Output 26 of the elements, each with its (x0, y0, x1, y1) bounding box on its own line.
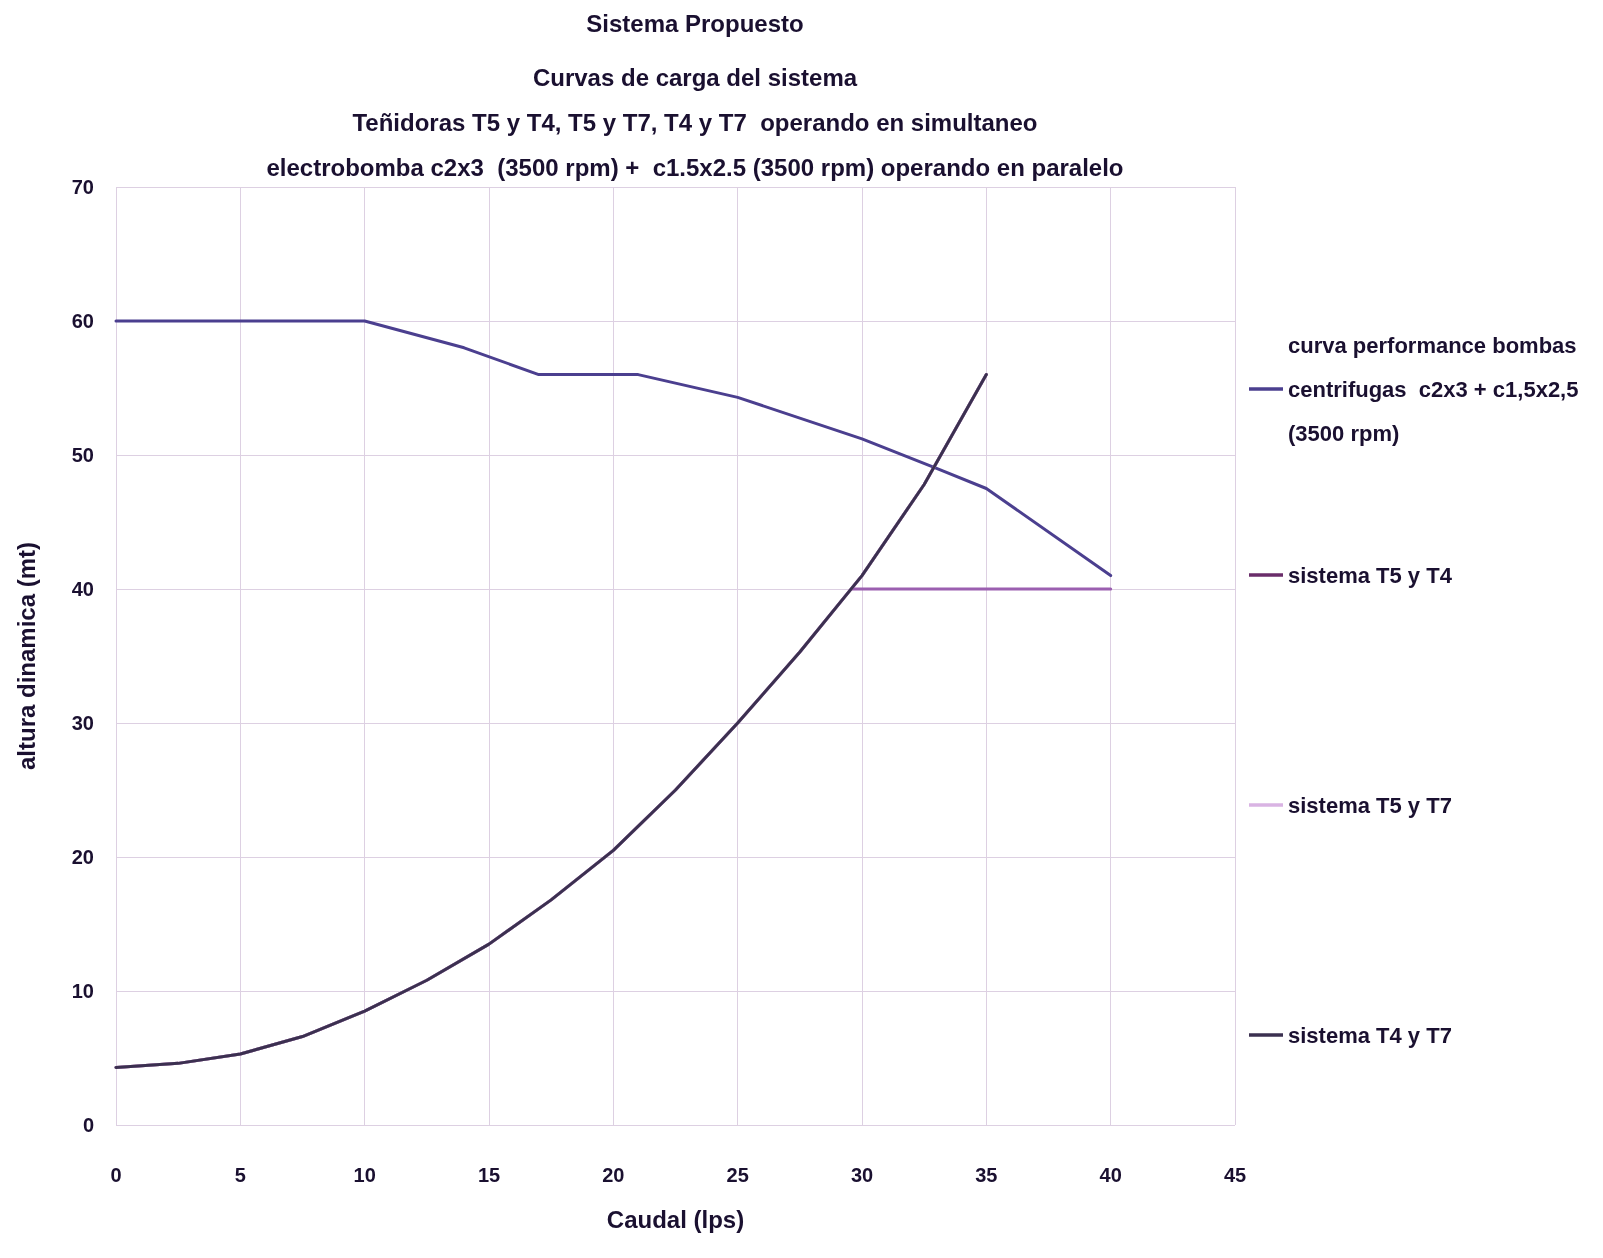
y-tick-label: 40 (71, 578, 94, 600)
legend-label: curva performance bombas centrifugas c2x3 + c1,5x2,5 (3500 rpm) (1288, 332, 1585, 446)
chart-subtitle: Curvas de carga del sistema Teñidoras T5 y T4, T5 y T7, T4 y T7 operando en simultaneo electrobomba c2x3 (3500 rpm) + c1.5x2.5 (3500 rpm) operando en paralelo (266, 64, 1124, 181)
y-tick-label: 10 (71, 980, 94, 1002)
x-tick-label: 30 (850, 1164, 874, 1186)
x-tick-label: 10 (353, 1164, 376, 1186)
y-tick-label: 60 (71, 310, 94, 332)
x-tick-label: 15 (477, 1164, 501, 1186)
legend-label: sistema T4 y T7 (1288, 1022, 1452, 1048)
y-tick-label: 20 (71, 846, 94, 868)
x-tick-label: 40 (1099, 1164, 1122, 1186)
y-tick-label: 70 (71, 176, 94, 198)
chart-title: Sistema Propuesto (586, 9, 804, 37)
y-tick-label: 30 (71, 712, 94, 734)
y-axis-title: altura dinamica (mt) (12, 541, 40, 771)
x-tick-label: 20 (602, 1164, 625, 1186)
x-tick-label: 35 (975, 1164, 998, 1186)
x-tick-label: 0 (110, 1164, 122, 1186)
legend-label: sistema T5 y T7 (1288, 792, 1452, 818)
y-tick-label: 0 (82, 1114, 94, 1136)
legend-label: sistema T5 y T4 (1288, 562, 1453, 588)
y-tick-label: 50 (71, 444, 94, 466)
x-tick-label: 25 (726, 1164, 749, 1186)
x-tick-label: 45 (1223, 1164, 1247, 1186)
x-tick-label: 5 (234, 1164, 246, 1186)
x-axis-title: Caudal (lps) (606, 1205, 745, 1233)
